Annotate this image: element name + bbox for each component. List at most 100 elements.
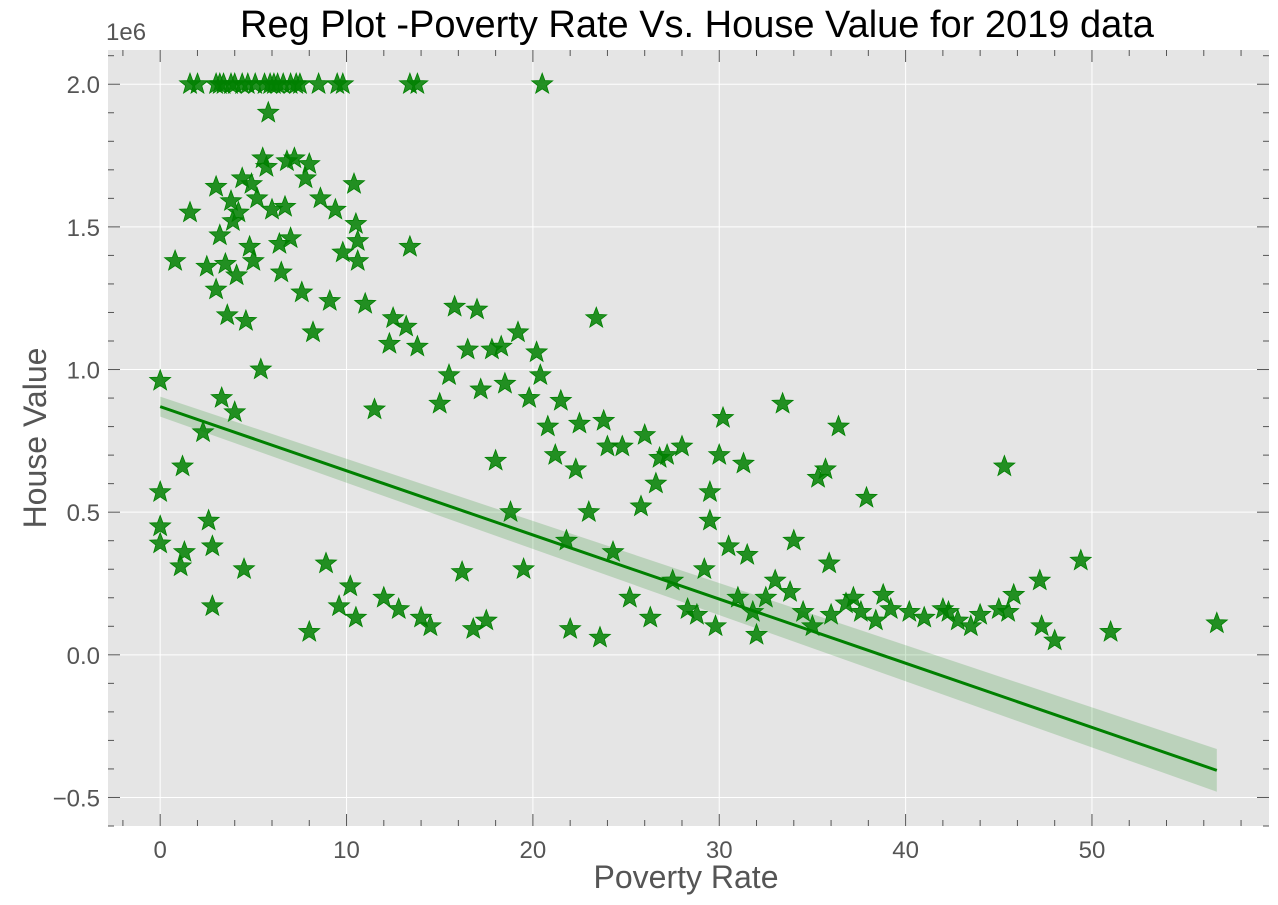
data-point-star bbox=[897, 599, 921, 622]
data-point-star bbox=[342, 171, 366, 194]
data-point-star bbox=[381, 306, 405, 329]
x-tick-label: 0 bbox=[154, 837, 167, 864]
data-point-star bbox=[232, 557, 256, 580]
data-point-star bbox=[469, 377, 493, 400]
data-point-star bbox=[670, 434, 694, 457]
data-point-star bbox=[871, 582, 895, 605]
data-point-star bbox=[543, 442, 567, 465]
data-point-star bbox=[525, 340, 549, 363]
data-point-star bbox=[148, 531, 172, 554]
data-point-star bbox=[226, 200, 251, 223]
data-point-star bbox=[1028, 568, 1052, 591]
data-point-star bbox=[676, 597, 700, 620]
y-tick-label: 1.0 bbox=[67, 358, 100, 385]
data-point-star bbox=[528, 363, 552, 386]
data-point-star bbox=[443, 294, 467, 317]
data-point-star bbox=[707, 442, 731, 465]
data-point-star bbox=[169, 554, 193, 577]
data-point-star bbox=[148, 514, 172, 537]
data-point-star bbox=[394, 314, 418, 337]
data-point-star bbox=[241, 248, 265, 271]
data-point-star bbox=[437, 363, 461, 386]
data-point-star bbox=[346, 248, 370, 271]
data-point-star bbox=[704, 614, 728, 637]
data-point-star bbox=[499, 500, 523, 523]
data-point-star bbox=[841, 585, 865, 608]
data-point-star bbox=[219, 189, 243, 212]
data-point-star bbox=[344, 605, 368, 628]
x-axis-label: Poverty Rate bbox=[594, 859, 779, 895]
data-point-star bbox=[195, 254, 219, 277]
data-point-star bbox=[171, 454, 195, 477]
y-offset-label: 1e6 bbox=[106, 19, 146, 46]
data-point-star bbox=[418, 614, 443, 637]
x-tick-label: 20 bbox=[520, 837, 547, 864]
data-point-star bbox=[178, 200, 202, 223]
x-tick-label: 50 bbox=[1079, 837, 1106, 864]
data-point-star bbox=[629, 494, 653, 517]
data-point-star bbox=[771, 391, 795, 414]
data-point-star bbox=[827, 414, 851, 437]
data-point-star bbox=[465, 297, 489, 320]
data-point-star bbox=[536, 414, 560, 437]
data-point-star bbox=[204, 174, 228, 197]
data-point-star bbox=[213, 251, 237, 274]
data-point-star bbox=[817, 551, 841, 574]
data-point-star bbox=[215, 303, 239, 326]
data-point-star bbox=[323, 197, 347, 220]
data-point-star bbox=[197, 508, 221, 531]
data-point-star bbox=[245, 186, 269, 209]
axis-ticks: 0 10 20 30 40 50 −0.5 0.0 0.5 1.0 1.5 2.0 bbox=[53, 50, 1269, 864]
data-point-star bbox=[191, 420, 215, 443]
data-point-star bbox=[290, 280, 314, 303]
data-point-star bbox=[517, 385, 541, 408]
confidence-band-area bbox=[160, 396, 1217, 792]
data-point-star bbox=[1205, 611, 1229, 634]
data-point-star bbox=[204, 277, 228, 300]
data-point-star bbox=[234, 308, 258, 331]
data-point-star bbox=[968, 602, 992, 625]
data-point-star bbox=[148, 480, 172, 503]
data-point-star bbox=[1002, 582, 1026, 605]
data-point-star bbox=[618, 585, 642, 608]
data-point-star bbox=[493, 371, 517, 394]
data-point-star bbox=[362, 397, 387, 420]
data-point-star bbox=[754, 585, 778, 608]
data-point-star bbox=[655, 442, 679, 465]
data-point-star bbox=[879, 597, 903, 620]
data-point-star bbox=[692, 557, 716, 580]
data-point-star bbox=[301, 320, 325, 343]
data-point-star bbox=[959, 614, 983, 637]
data-point-star bbox=[584, 306, 608, 329]
data-point-star bbox=[992, 454, 1016, 477]
y-tick-label: −0.5 bbox=[53, 785, 100, 812]
data-point-star bbox=[200, 594, 224, 617]
data-point-star bbox=[331, 72, 355, 95]
data-point-star bbox=[661, 568, 685, 591]
data-point-star bbox=[239, 171, 264, 194]
data-point-star bbox=[864, 608, 888, 631]
data-point-star bbox=[428, 391, 452, 414]
data-point-star bbox=[377, 331, 401, 354]
data-point-star bbox=[577, 500, 601, 523]
data-point-star bbox=[791, 599, 815, 622]
data-point-star bbox=[238, 234, 262, 257]
data-point-star bbox=[318, 288, 342, 311]
data-point-star bbox=[254, 154, 278, 177]
regression-line bbox=[159, 405, 1218, 772]
data-point-star bbox=[936, 599, 960, 622]
data-point-star bbox=[331, 240, 355, 263]
data-point-star bbox=[782, 528, 806, 551]
data-point-star bbox=[685, 602, 709, 625]
data-point-star bbox=[946, 608, 970, 631]
data-point-star bbox=[567, 411, 591, 434]
data-point-star bbox=[230, 166, 254, 189]
data-point-star bbox=[854, 485, 878, 508]
data-point-star bbox=[638, 605, 662, 628]
data-point-star bbox=[644, 471, 668, 494]
y-tick-label: 0.0 bbox=[67, 643, 100, 670]
data-point-star bbox=[726, 585, 750, 608]
y-tick-label: 2.0 bbox=[67, 72, 100, 99]
data-point-star bbox=[763, 568, 787, 591]
data-point-star bbox=[698, 508, 722, 531]
